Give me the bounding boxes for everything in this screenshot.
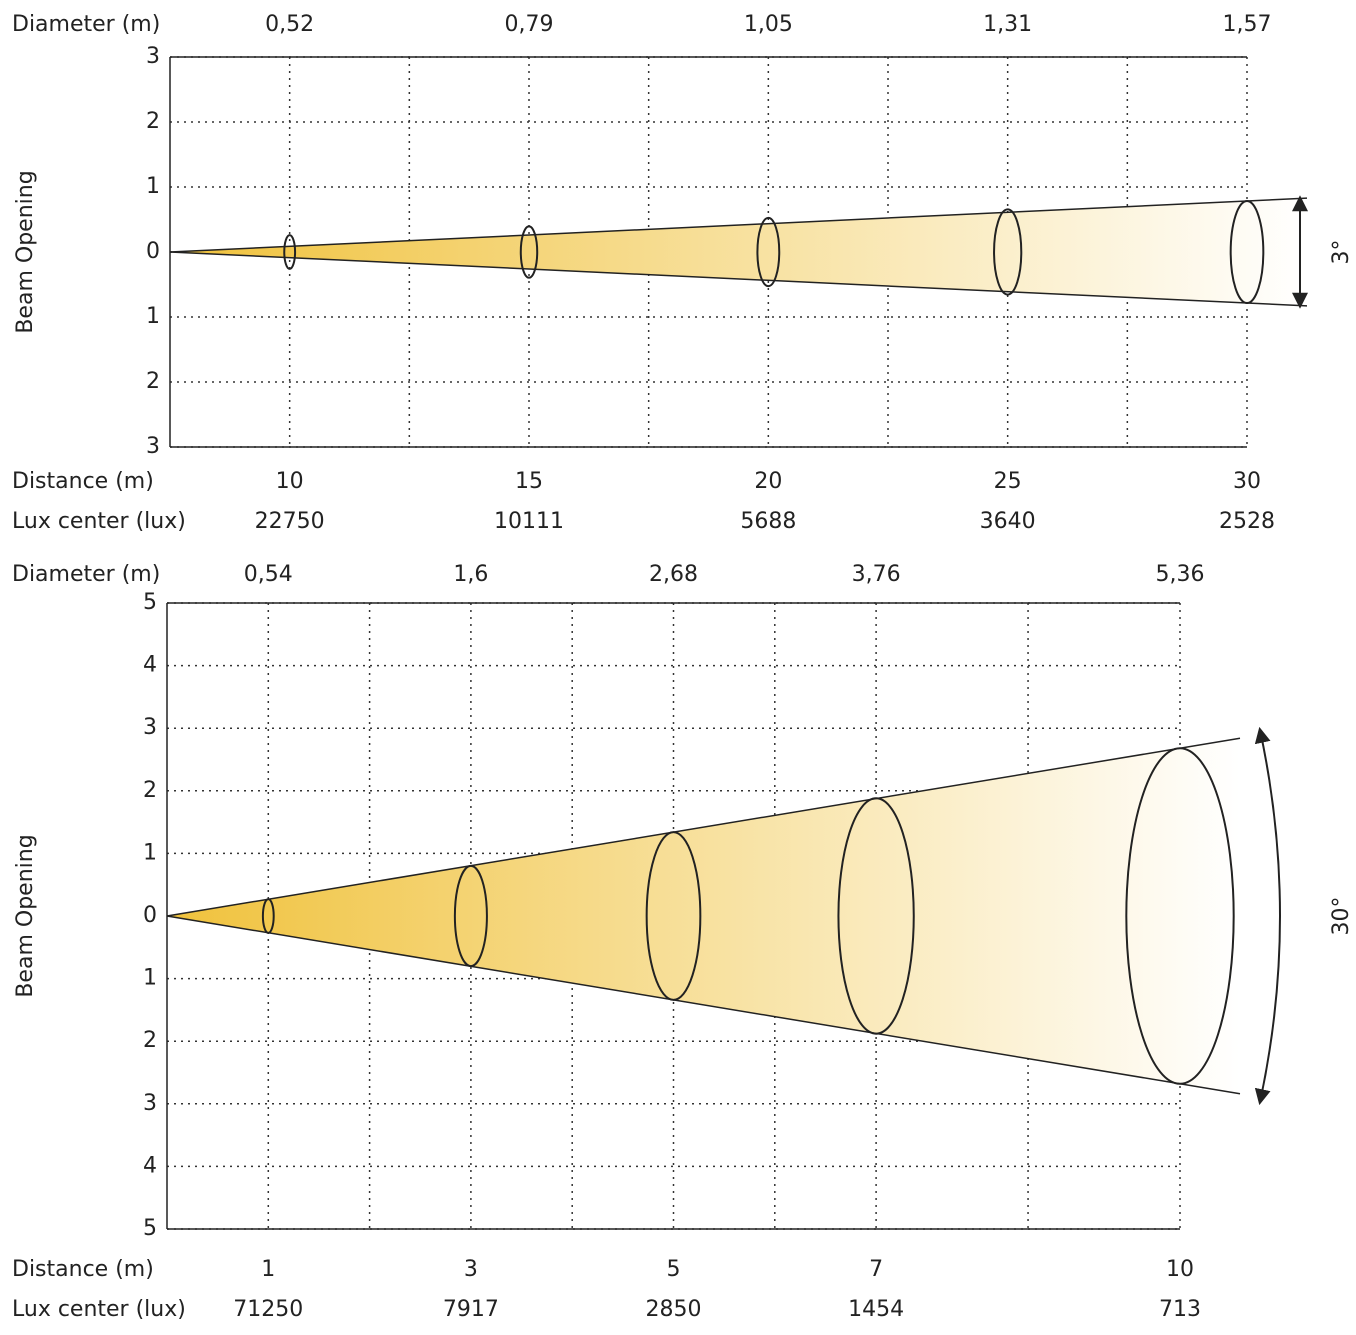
angle-arrow [1254, 726, 1281, 1106]
y-tick-label: 2 [146, 109, 160, 134]
y-tick-label: 1 [146, 304, 160, 329]
lux-label: 2528 [1219, 509, 1275, 534]
y-tick-label: 0 [146, 239, 160, 264]
diameter-label: 1,31 [983, 12, 1032, 37]
distance-label: 5 [667, 1257, 681, 1282]
angle-label: 3° [1329, 240, 1354, 265]
lux-label: 713 [1159, 1297, 1201, 1322]
beam-spot [993, 208, 1023, 296]
y-tick-label: 5 [143, 590, 157, 615]
beam-spot [645, 831, 702, 1001]
beam-edge [166, 915, 1241, 1095]
y-tick-label: 5 [143, 1216, 157, 1241]
distance-label: 1 [261, 1257, 275, 1282]
distance-label: 7 [869, 1257, 883, 1282]
angle-label: 30° [1329, 897, 1354, 936]
lux-label: 3640 [980, 509, 1036, 534]
lux-label: 1454 [848, 1297, 904, 1322]
y-tick-label: 3 [143, 715, 157, 740]
y-tick-label: 1 [143, 966, 157, 991]
y-tick-label: 3 [146, 44, 160, 69]
lux-label: 22750 [255, 509, 325, 534]
beam-spot [1229, 199, 1265, 305]
y-tick-label: 2 [143, 1028, 157, 1053]
lux-label: 71250 [233, 1297, 303, 1322]
distance-label: 3 [464, 1257, 478, 1282]
diameter-label: 1,05 [744, 12, 793, 37]
beam-spot [756, 216, 781, 288]
y-tick-label: 4 [143, 1153, 157, 1178]
diameter-label: 1,57 [1223, 12, 1272, 37]
distance-row-label: Distance (m) [12, 1257, 154, 1282]
diameter-label: 1,6 [453, 562, 488, 587]
lux-row-label: Lux center (lux) [12, 1297, 186, 1322]
diameter-label: 5,36 [1156, 562, 1205, 587]
distance-row-label: Distance (m) [12, 469, 154, 494]
diameter-label: 0,79 [505, 12, 554, 37]
y-tick-label: 3 [143, 1091, 157, 1116]
beam-edge [169, 197, 1308, 253]
beam-cone [170, 198, 1307, 306]
beam-spot [453, 864, 488, 968]
beam-spot [283, 234, 297, 270]
lux-row-label: Lux center (lux) [12, 509, 186, 534]
distance-label: 10 [1166, 1257, 1194, 1282]
beam-spot [519, 225, 539, 279]
beam-spot [837, 797, 915, 1035]
y-tick-label: 2 [146, 369, 160, 394]
y-tick-label: 1 [143, 840, 157, 865]
lux-label: 2850 [646, 1297, 702, 1322]
beam-edge [166, 737, 1241, 917]
lux-label: 5688 [740, 509, 796, 534]
diameter-label: 3,76 [852, 562, 901, 587]
distance-label: 10 [276, 469, 304, 494]
distance-label: 30 [1233, 469, 1261, 494]
y-tick-label: 4 [143, 653, 157, 678]
lux-label: 10111 [494, 509, 564, 534]
distance-label: 20 [754, 469, 782, 494]
diameter-label: 0,52 [265, 12, 314, 37]
y-tick-label: 0 [143, 903, 157, 928]
beam-edge [169, 251, 1308, 307]
distance-label: 15 [515, 469, 543, 494]
diameter-label: 2,68 [649, 562, 698, 587]
diameter-row-label: Diameter (m) [12, 562, 160, 587]
beam-spot [261, 898, 275, 934]
y-axis-label: Beam Opening [13, 834, 38, 997]
y-tick-label: 3 [146, 434, 160, 459]
diameter-row-label: Diameter (m) [12, 12, 160, 37]
y-tick-label: 1 [146, 174, 160, 199]
beam-cone [167, 738, 1240, 1094]
beam-spot [1125, 747, 1235, 1085]
y-axis-label: Beam Opening [13, 170, 38, 333]
y-tick-label: 2 [143, 778, 157, 803]
distance-label: 25 [994, 469, 1022, 494]
lux-label: 7917 [443, 1297, 499, 1322]
diameter-label: 0,54 [244, 562, 293, 587]
